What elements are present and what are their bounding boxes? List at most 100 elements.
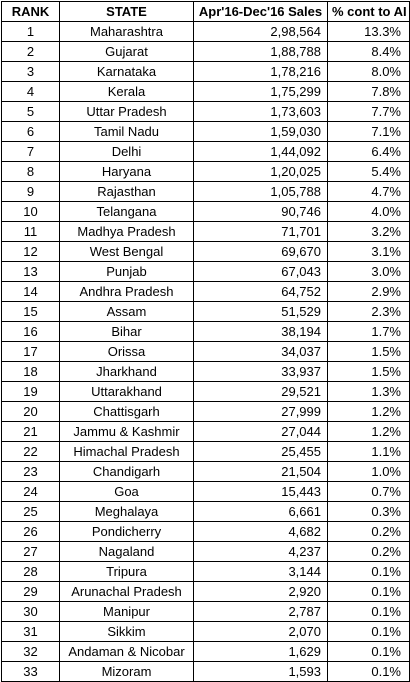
- state-cell: Pondicherry: [59, 521, 194, 542]
- rank-cell: 21: [1, 421, 60, 442]
- rank-cell: 1: [1, 21, 60, 42]
- pct-cell: 7.7%: [327, 101, 410, 122]
- state-cell: Andhra Pradesh: [59, 281, 194, 302]
- pct-cell: 0.1%: [327, 561, 410, 582]
- pct-cell: 1.3%: [327, 381, 410, 402]
- pct-cell: 8.0%: [327, 61, 410, 82]
- sales-cell: 1,73,603: [193, 101, 328, 122]
- table-row: 27 Nagaland 4,237 0.2%: [1, 541, 410, 562]
- pct-cell: 0.2%: [327, 541, 410, 562]
- sales-cell: 1,75,299: [193, 81, 328, 102]
- rank-cell: 33: [1, 661, 60, 682]
- state-cell: Himachal Pradesh: [59, 441, 194, 462]
- pct-cell: 1.2%: [327, 421, 410, 442]
- pct-cell: 1.5%: [327, 341, 410, 362]
- sales-cell: 1,78,216: [193, 61, 328, 82]
- sales-cell: 1,05,788: [193, 181, 328, 202]
- sales-cell: 1,20,025: [193, 161, 328, 182]
- table-row: 30 Manipur 2,787 0.1%: [1, 601, 410, 622]
- pct-cell: 1.0%: [327, 461, 410, 482]
- rank-cell: 8: [1, 161, 60, 182]
- rank-cell: 17: [1, 341, 60, 362]
- pct-cell: 0.7%: [327, 481, 410, 502]
- table-body: 1 Maharashtra 2,98,564 13.3% 2 Gujarat 1,88,78…: [1, 21, 410, 682]
- state-cell: Uttarakhand: [59, 381, 194, 402]
- state-cell: Sikkim: [59, 621, 194, 642]
- pct-cell: 8.4%: [327, 41, 410, 62]
- rank-cell: 25: [1, 501, 60, 522]
- sales-cell: 21,504: [193, 461, 328, 482]
- state-cell: Jammu & Kashmir: [59, 421, 194, 442]
- sales-cell: 1,629: [193, 641, 328, 662]
- state-cell: Kerala: [59, 81, 194, 102]
- sales-cell: 6,661: [193, 501, 328, 522]
- pct-cell: 4.7%: [327, 181, 410, 202]
- table-row: 19 Uttarakhand 29,521 1.3%: [1, 381, 410, 402]
- rank-cell: 2: [1, 41, 60, 62]
- sales-cell: 2,920: [193, 581, 328, 602]
- state-cell: Andaman & Nicobar: [59, 641, 194, 662]
- state-cell: Haryana: [59, 161, 194, 182]
- table-row: 23 Chandigarh 21,504 1.0%: [1, 461, 410, 482]
- table-row: 18 Jharkhand 33,937 1.5%: [1, 361, 410, 382]
- table-row: 24 Goa 15,443 0.7%: [1, 481, 410, 502]
- rank-cell: 18: [1, 361, 60, 382]
- header-state: STATE: [59, 1, 194, 22]
- sales-cell: 1,59,030: [193, 121, 328, 142]
- rank-cell: 26: [1, 521, 60, 542]
- state-cell: Orissa: [59, 341, 194, 362]
- table-row: 12 West Bengal 69,670 3.1%: [1, 241, 410, 262]
- rank-cell: 14: [1, 281, 60, 302]
- rank-cell: 31: [1, 621, 60, 642]
- state-cell: Jharkhand: [59, 361, 194, 382]
- rank-cell: 15: [1, 301, 60, 322]
- state-cell: Telangana: [59, 201, 194, 222]
- table-row: 32 Andaman & Nicobar 1,629 0.1%: [1, 641, 410, 662]
- state-cell: Karnataka: [59, 61, 194, 82]
- rank-cell: 16: [1, 321, 60, 342]
- rank-cell: 7: [1, 141, 60, 162]
- rank-cell: 4: [1, 81, 60, 102]
- sales-cell: 27,999: [193, 401, 328, 422]
- rank-cell: 5: [1, 101, 60, 122]
- sales-cell: 38,194: [193, 321, 328, 342]
- state-cell: West Bengal: [59, 241, 194, 262]
- state-cell: Maharashtra: [59, 21, 194, 42]
- rank-cell: 30: [1, 601, 60, 622]
- rank-cell: 29: [1, 581, 60, 602]
- pct-cell: 0.1%: [327, 601, 410, 622]
- state-cell: Punjab: [59, 261, 194, 282]
- pct-cell: 2.3%: [327, 301, 410, 322]
- table-row: 33 Mizoram 1,593 0.1%: [1, 661, 410, 682]
- pct-cell: 0.1%: [327, 661, 410, 682]
- state-cell: Nagaland: [59, 541, 194, 562]
- pct-cell: 0.2%: [327, 521, 410, 542]
- state-cell: Meghalaya: [59, 501, 194, 522]
- rank-cell: 23: [1, 461, 60, 482]
- pct-cell: 2.9%: [327, 281, 410, 302]
- table-row: 22 Himachal Pradesh 25,455 1.1%: [1, 441, 410, 462]
- pct-cell: 3.2%: [327, 221, 410, 242]
- table-row: 10 Telangana 90,746 4.0%: [1, 201, 410, 222]
- table-row: 7 Delhi 1,44,092 6.4%: [1, 141, 410, 162]
- table-row: 11 Madhya Pradesh 71,701 3.2%: [1, 221, 410, 242]
- sales-cell: 2,98,564: [193, 21, 328, 42]
- table-row: 17 Orissa 34,037 1.5%: [1, 341, 410, 362]
- table-row: 21 Jammu & Kashmir 27,044 1.2%: [1, 421, 410, 442]
- sales-cell: 2,787: [193, 601, 328, 622]
- table-row: 3 Karnataka 1,78,216 8.0%: [1, 61, 410, 82]
- pct-cell: 1.2%: [327, 401, 410, 422]
- table-row: 20 Chattisgarh 27,999 1.2%: [1, 401, 410, 422]
- state-cell: Madhya Pradesh: [59, 221, 194, 242]
- rank-cell: 19: [1, 381, 60, 402]
- header-rank: RANK: [1, 1, 60, 22]
- state-cell: Delhi: [59, 141, 194, 162]
- rank-cell: 27: [1, 541, 60, 562]
- table-row: 6 Tamil Nadu 1,59,030 7.1%: [1, 121, 410, 142]
- state-cell: Chattisgarh: [59, 401, 194, 422]
- pct-cell: 13.3%: [327, 21, 410, 42]
- table-row: 28 Tripura 3,144 0.1%: [1, 561, 410, 582]
- sales-cell: 29,521: [193, 381, 328, 402]
- state-cell: Gujarat: [59, 41, 194, 62]
- state-cell: Uttar Pradesh: [59, 101, 194, 122]
